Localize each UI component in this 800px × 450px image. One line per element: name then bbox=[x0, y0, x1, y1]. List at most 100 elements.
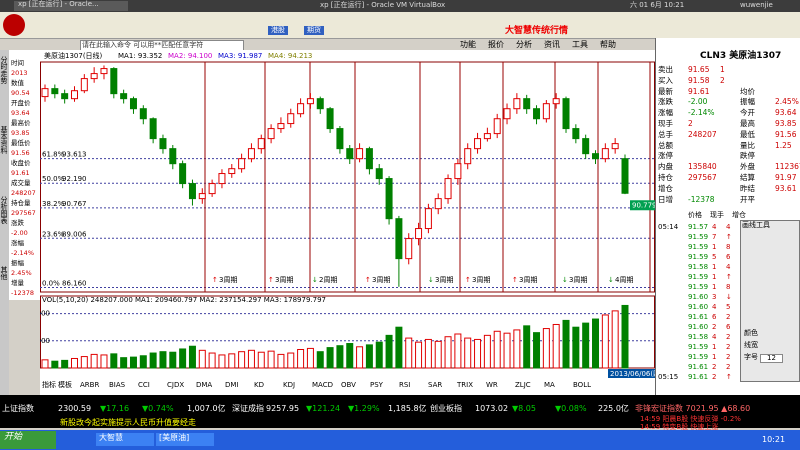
cycle-label: 3周期 bbox=[472, 276, 490, 284]
indicator-tab[interactable]: MA bbox=[544, 381, 555, 389]
toolbar-button[interactable]: 期货 bbox=[304, 26, 324, 35]
ticker-bar bbox=[0, 395, 800, 428]
task-clock: 10:21 bbox=[762, 435, 786, 444]
info-text: 开盘价 bbox=[11, 99, 31, 107]
toolbar-button[interactable]: 港股 bbox=[268, 26, 288, 35]
indicator-tab[interactable]: CCI bbox=[138, 381, 150, 389]
candle-body bbox=[424, 208, 432, 230]
indicator-tab[interactable]: KDJ bbox=[283, 381, 295, 389]
indicator-tab[interactable]: ARBR bbox=[80, 381, 99, 389]
tick-cell: ↑ bbox=[726, 373, 732, 381]
volume-bar bbox=[61, 359, 69, 369]
tick-cell: 6 bbox=[726, 323, 731, 331]
task-item[interactable]: 大智慧 bbox=[96, 433, 154, 446]
candle-body bbox=[238, 158, 246, 170]
volume-bar bbox=[503, 332, 511, 369]
tick-cell: 6 bbox=[712, 313, 717, 321]
ticker-item: 2300.59 bbox=[58, 404, 92, 413]
cycle-label: 3周期 bbox=[435, 276, 453, 284]
menu[interactable]: 资讯 bbox=[544, 40, 560, 49]
volume-bar bbox=[582, 322, 590, 369]
volume-bar bbox=[149, 352, 157, 369]
volume-bar bbox=[424, 338, 432, 369]
candle-body bbox=[533, 108, 541, 120]
volume-bar bbox=[100, 354, 108, 369]
brand: 大智慧传统行情 bbox=[505, 26, 569, 36]
cycle-arrow: ↓ bbox=[562, 276, 568, 284]
menu[interactable]: 帮助 bbox=[600, 40, 616, 49]
date-label: 2013/06/06(四) bbox=[610, 370, 655, 378]
candle-body bbox=[179, 163, 187, 185]
volume-bar bbox=[159, 351, 167, 369]
indicator-tab[interactable]: SAR bbox=[428, 381, 442, 389]
menu[interactable]: 功能 bbox=[460, 40, 476, 49]
candle-body bbox=[159, 138, 167, 150]
ticker-item: 1,185.8亿 bbox=[388, 404, 427, 413]
side-tab[interactable]: 基本资料 bbox=[0, 126, 8, 154]
start-button[interactable]: 开始 bbox=[0, 431, 56, 449]
candle-body bbox=[297, 103, 305, 115]
candle-body bbox=[405, 238, 413, 260]
indicator-tab[interactable]: BOLL bbox=[573, 381, 591, 389]
candle-body bbox=[90, 73, 98, 80]
candle-body bbox=[247, 148, 255, 160]
info-text: 最高价 bbox=[11, 119, 31, 127]
info-text: 2013 bbox=[11, 69, 28, 77]
indicator-tab[interactable]: PSY bbox=[370, 381, 384, 389]
candle-body bbox=[572, 128, 580, 140]
candle-body bbox=[356, 148, 364, 160]
menu[interactable]: 报价 bbox=[488, 40, 504, 49]
indicator-tab[interactable]: RSI bbox=[399, 381, 410, 389]
side-tab[interactable]: 分时走势 bbox=[0, 56, 8, 84]
cycle-arrow: ↑ bbox=[365, 276, 371, 284]
indicator-tab[interactable]: 指标 bbox=[42, 380, 56, 389]
candle-body bbox=[208, 183, 216, 195]
quote-cell: -2.14% bbox=[688, 108, 715, 118]
menu[interactable]: 分析 bbox=[516, 40, 532, 49]
indicator-tab[interactable]: CJDX bbox=[167, 381, 184, 389]
candle-body bbox=[464, 148, 472, 165]
indicator-tab[interactable]: DMI bbox=[225, 381, 239, 389]
level-pct: 61.8% bbox=[42, 151, 65, 159]
indicator-tab[interactable]: OBV bbox=[341, 381, 356, 389]
info-text: -2.14% bbox=[11, 249, 34, 257]
indicator-tab[interactable]: WR bbox=[486, 381, 498, 389]
volume-bar bbox=[434, 340, 442, 369]
volume-bar bbox=[120, 357, 128, 369]
volume-bar bbox=[444, 336, 452, 369]
info-text: 90.54 bbox=[11, 89, 30, 97]
host-clock: 六 01 6月 10:21 bbox=[630, 1, 685, 9]
volume-bar bbox=[70, 357, 78, 369]
menu[interactable]: 工具 bbox=[572, 40, 588, 49]
indicator-tab[interactable]: 模板 bbox=[58, 380, 72, 389]
quote-cell: 93.61 bbox=[775, 183, 797, 193]
tick-header: 价格 bbox=[688, 211, 702, 219]
volume-bar bbox=[523, 325, 531, 369]
indicator-tab[interactable]: MACD bbox=[312, 381, 333, 389]
tick-cell: 91.61 bbox=[688, 373, 709, 381]
candle-body bbox=[198, 193, 206, 200]
indicator-tab[interactable]: KD bbox=[254, 381, 264, 389]
indicator-tab[interactable]: ZLJC bbox=[515, 381, 531, 389]
volume-bar bbox=[90, 353, 98, 369]
candle-body bbox=[188, 183, 196, 200]
candle-body bbox=[611, 143, 619, 150]
volume-bar bbox=[464, 337, 472, 369]
side-tab[interactable]: 分析图表 bbox=[0, 196, 8, 224]
tick-cell: 91.58 bbox=[688, 263, 709, 271]
quote-cell: 均价 bbox=[740, 86, 755, 96]
side-tab[interactable]: 其他 bbox=[0, 266, 8, 280]
indicator-tab[interactable]: TRIX bbox=[456, 381, 473, 389]
quote-cell: 振幅 bbox=[740, 97, 755, 107]
tick-cell: 5 bbox=[712, 253, 717, 261]
info-text: 93.64 bbox=[11, 109, 30, 117]
volume-bar bbox=[405, 337, 413, 369]
tick-cell: 2 bbox=[726, 333, 731, 341]
task-item[interactable]: [美原油] bbox=[156, 433, 214, 446]
level-label: 90.767 bbox=[62, 200, 87, 208]
indicator-tab[interactable]: BIAS bbox=[109, 381, 126, 389]
info-text: 2.45% bbox=[11, 269, 32, 277]
indicator-tab[interactable]: DMA bbox=[196, 381, 212, 389]
info-text: 收盘价 bbox=[11, 159, 31, 167]
volume-bar bbox=[297, 349, 305, 369]
